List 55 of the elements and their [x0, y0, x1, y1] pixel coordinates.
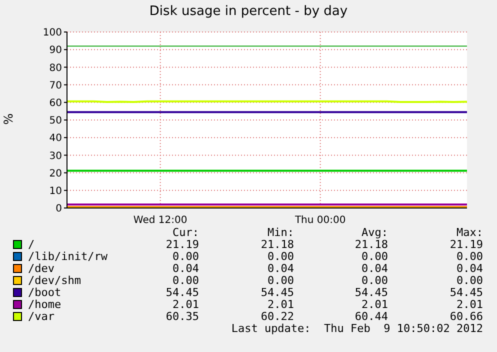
chart-title: Disk usage in percent - by day	[148, 4, 349, 19]
y-tick-label: 0	[56, 204, 62, 215]
text: Max:	[456, 226, 483, 239]
y-tick-label: 50	[49, 116, 62, 127]
text: Cur:	[172, 226, 199, 239]
y-tick-label: 80	[49, 62, 62, 74]
legend-label: /var	[28, 310, 54, 323]
text: 0.00	[172, 274, 199, 287]
text: 2.01	[172, 298, 199, 311]
legend-label: /home	[28, 298, 62, 311]
text: 0.04	[172, 262, 199, 275]
legend-label: /lib/init/rw	[28, 250, 108, 263]
text: Last update: Thu Feb 9 10:50:02 2012	[230, 322, 483, 335]
y-axis-title: %	[2, 113, 16, 125]
text: 21.18	[260, 238, 294, 251]
text: Avg:	[360, 226, 388, 239]
legend-label: /boot	[28, 286, 62, 299]
text: 60.22	[260, 310, 294, 323]
text: 60.44	[354, 310, 388, 323]
text: 54.45	[354, 286, 388, 299]
legend-label: /dev	[28, 262, 54, 275]
legend-label: /dev/shm	[28, 274, 81, 287]
text: 0.00	[456, 274, 483, 287]
y-tick-label: 30	[49, 150, 62, 162]
text: 54.45	[260, 286, 294, 299]
text: 0.00	[266, 250, 294, 263]
text: 2.01	[266, 298, 294, 311]
text: 2.01	[360, 298, 388, 311]
text: 2.01	[456, 298, 483, 311]
y-tick-label: 90	[49, 45, 62, 56]
y-tick-label: 20	[49, 168, 62, 180]
text: 0.00	[456, 250, 483, 263]
text: 21.18	[354, 238, 388, 251]
text: 0.00	[266, 274, 294, 287]
y-tick-label: 70	[49, 80, 62, 92]
text: 54.45	[448, 286, 483, 299]
legend-label: /	[28, 238, 35, 251]
text: 0.04	[456, 262, 483, 275]
text: 0.00	[172, 250, 199, 263]
text: 21.19	[164, 238, 199, 251]
y-tick-label: 40	[49, 133, 62, 144]
text: 60.35	[164, 310, 199, 323]
text: 0.04	[360, 262, 388, 275]
text: 60.66	[448, 310, 483, 323]
y-tick-label: 10	[49, 186, 62, 197]
y-tick-label: 60	[49, 98, 62, 109]
x-tick-label: Thu 00:00	[294, 215, 346, 226]
text: 0.00	[360, 274, 388, 287]
text: 21.19	[448, 238, 483, 251]
text: 54.45	[164, 286, 199, 299]
text: Min:	[266, 226, 294, 239]
text: 0.00	[360, 250, 388, 263]
y-tick-label: 100	[42, 28, 62, 39]
x-tick-label: Wed 12:00	[133, 215, 188, 226]
text: 0.04	[266, 262, 294, 275]
